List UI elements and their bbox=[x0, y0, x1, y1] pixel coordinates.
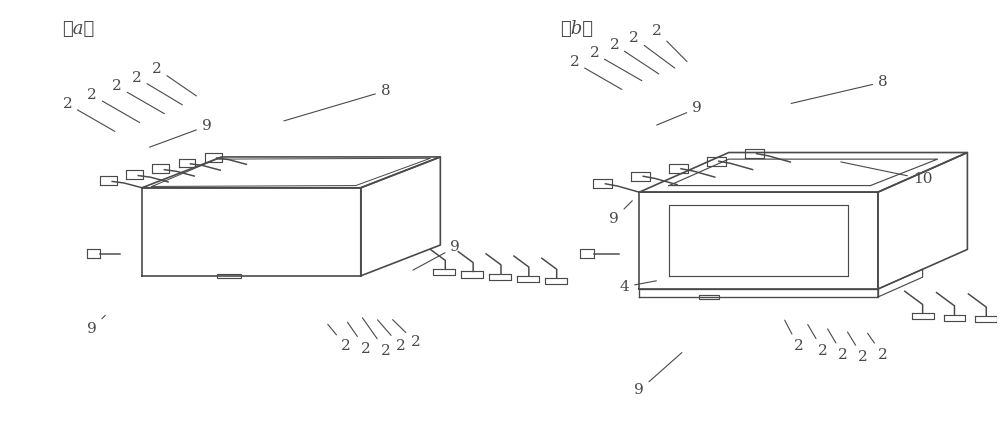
Text: （b）: （b） bbox=[560, 21, 593, 38]
Text: 8: 8 bbox=[791, 75, 888, 103]
Bar bbox=[699, 295, 719, 299]
Text: 9: 9 bbox=[413, 240, 460, 270]
Text: 2: 2 bbox=[868, 333, 888, 362]
Text: 9: 9 bbox=[609, 201, 632, 226]
Text: 2: 2 bbox=[378, 320, 405, 353]
Text: 9: 9 bbox=[87, 315, 105, 336]
Text: 4: 4 bbox=[619, 280, 656, 294]
Text: 9: 9 bbox=[634, 353, 682, 397]
Text: 2: 2 bbox=[590, 46, 642, 81]
Text: 2: 2 bbox=[63, 97, 115, 131]
Text: 2: 2 bbox=[629, 31, 675, 68]
Text: 10: 10 bbox=[841, 162, 932, 186]
Text: 2: 2 bbox=[828, 329, 848, 362]
Text: 2: 2 bbox=[848, 332, 868, 364]
Bar bbox=[217, 274, 241, 278]
Text: 2: 2 bbox=[328, 324, 351, 353]
Text: 2: 2 bbox=[652, 25, 687, 62]
Text: 2: 2 bbox=[132, 70, 182, 105]
Text: （a）: （a） bbox=[62, 21, 95, 38]
Text: 2: 2 bbox=[347, 322, 371, 355]
Text: 2: 2 bbox=[609, 37, 659, 74]
Text: 2: 2 bbox=[808, 325, 828, 358]
Text: 2: 2 bbox=[393, 320, 420, 349]
Text: 2: 2 bbox=[152, 62, 196, 96]
Text: 8: 8 bbox=[284, 84, 390, 121]
Text: 2: 2 bbox=[785, 320, 803, 353]
Text: 9: 9 bbox=[150, 119, 212, 147]
Text: 2: 2 bbox=[112, 79, 164, 114]
Text: 9: 9 bbox=[657, 102, 702, 125]
Text: 2: 2 bbox=[362, 318, 391, 358]
Text: 2: 2 bbox=[87, 88, 140, 123]
Text: 2: 2 bbox=[570, 55, 622, 90]
